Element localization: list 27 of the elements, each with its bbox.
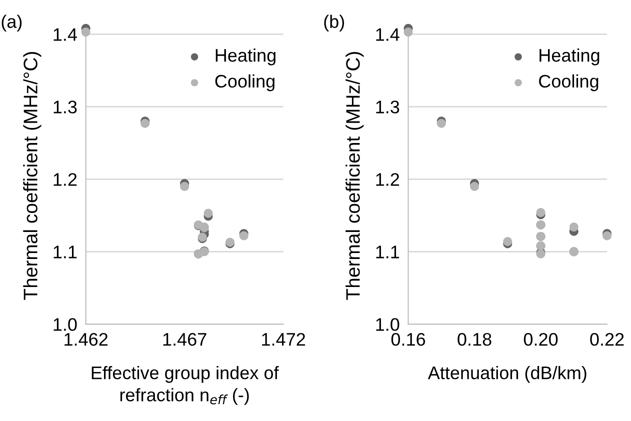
y-axis-title: Thermal coefficient (MHz/°C): [23, 52, 42, 300]
legend-label: Heating: [540, 48, 600, 66]
x-tick-label: 0.16: [391, 332, 426, 346]
y-tick-label: 1.1: [54, 246, 77, 258]
legend-label: Cooling: [215, 74, 274, 92]
legend-label: Heating: [216, 48, 276, 66]
x-tick-label: 0.22: [590, 332, 624, 346]
x-tick-label: 1.462: [64, 332, 108, 346]
chart-title: (b): [324, 14, 344, 32]
x-axis-title: Attenuation (dB/km): [428, 366, 586, 383]
legend-label: Cooling: [539, 74, 598, 92]
x-tick-label: 1.472: [262, 332, 306, 346]
chart-title: (a): [2, 14, 22, 32]
y-tick-label: 1.2: [376, 173, 400, 186]
y-axis-title: Thermal coefficient (MHz/°C): [346, 52, 364, 300]
y-tick-label: 1.4: [54, 28, 77, 41]
x-tick-label: 1.467: [163, 332, 206, 346]
y-tick-label: 1.0: [54, 318, 77, 331]
y-tick-label: 1.3: [376, 100, 400, 114]
x-tick-label: 0.18: [458, 332, 492, 346]
y-tick-label: 1.2: [54, 173, 77, 186]
y-tick-label: 1.0: [376, 318, 400, 331]
x-tick-label: 0.20: [524, 332, 558, 346]
x-axis-title: Effective group index of refraction n$_{eff}$ (-): [92, 366, 279, 405]
y-tick-label: 1.3: [54, 100, 77, 114]
y-tick-label: 1.1: [376, 246, 400, 258]
y-tick-label: 1.4: [376, 28, 400, 41]
